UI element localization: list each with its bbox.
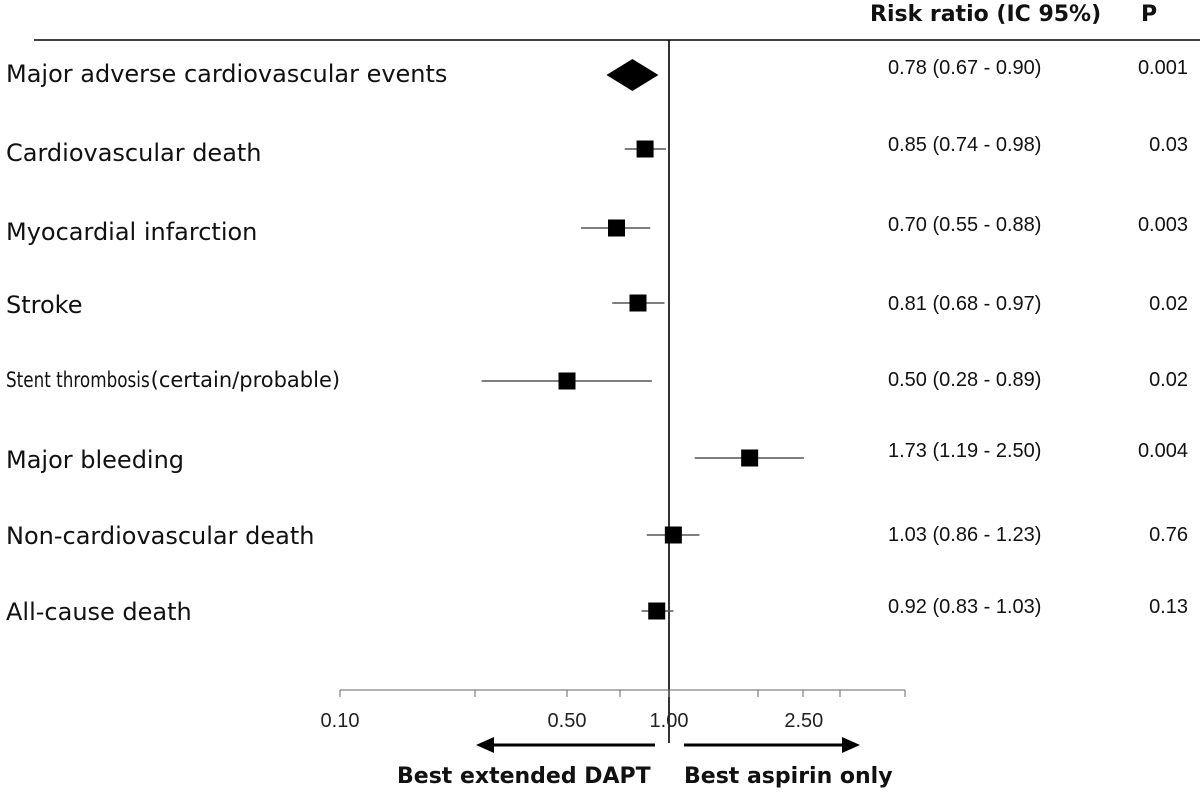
p-value: 0.02	[1149, 293, 1188, 315]
row-label-myocardial-infarction: Myocardial infarction	[6, 218, 258, 246]
row-label-non-cardiovascular-death: Non-cardiovascular death	[6, 522, 315, 550]
p-value: 0.003	[1137, 214, 1188, 236]
x-axis: 0.10 0.50 1.00 2.50	[321, 689, 906, 732]
best-aspirin-only-label: Best aspirin only	[684, 764, 893, 789]
point-estimate-square	[608, 219, 626, 237]
risk-ratio-value: 0.92 (0.83 - 1.03)	[888, 596, 1042, 618]
point-estimate-square	[741, 449, 759, 467]
chart-marks	[481, 59, 804, 620]
risk-ratio-value: 0.70 (0.55 - 0.88)	[888, 214, 1042, 236]
p-value: 0.13	[1149, 596, 1188, 618]
p-value: 0.76	[1149, 524, 1188, 546]
risk-ratio-header: Risk ratio (IC 95%)	[870, 2, 1102, 27]
row-label-stent-thrombosis: Stent thrombosis(certain/probable)	[6, 368, 340, 392]
risk-ratio-value: 1.03 (0.86 - 1.23)	[888, 524, 1042, 546]
left-direction-arrow	[476, 737, 655, 753]
right-direction-arrow	[684, 737, 860, 753]
risk-ratio-value: 0.81 (0.68 - 0.97)	[888, 293, 1042, 315]
p-value: 0.004	[1137, 440, 1188, 462]
p-value: 0.02	[1149, 369, 1188, 391]
x-axis-ticks: 0.10 0.50 1.00 2.50	[321, 690, 906, 732]
x-tick-label: 1.00	[650, 710, 689, 732]
point-estimate-square	[558, 372, 576, 390]
row-label-all-cause-death: All-cause death	[6, 598, 192, 626]
point-estimate-square	[648, 602, 666, 620]
risk-ratio-value: 0.85 (0.74 - 0.98)	[888, 134, 1042, 156]
p-value: 0.03	[1149, 134, 1188, 156]
best-extended-dapt-label: Best extended DAPT	[397, 764, 651, 789]
risk-ratio-value: 0.50 (0.28 - 0.89)	[888, 369, 1042, 391]
risk-ratio-value: 0.78 (0.67 - 0.90)	[888, 57, 1042, 79]
row-label-major-bleeding: Major bleeding	[6, 446, 185, 474]
x-tick-label: 0.50	[548, 710, 587, 732]
point-estimate-square	[664, 526, 682, 544]
x-tick-label: 0.10	[321, 710, 360, 732]
p-value: 0.001	[1137, 57, 1188, 79]
row-label-stroke: Stroke	[6, 291, 83, 319]
p-value-header: P	[1141, 2, 1158, 27]
point-estimate-diamond	[606, 59, 659, 91]
risk-ratio-value: 1.73 (1.19 - 2.50)	[888, 440, 1042, 462]
stent-thrombosis-qualifier: (certain/probable)	[150, 368, 341, 392]
row-label-mace: Major adverse cardiovascular events	[6, 60, 448, 88]
x-tick-label: 2.50	[784, 710, 823, 732]
row-label-cardiovascular-death: Cardiovascular death	[6, 139, 262, 167]
point-estimate-square	[636, 140, 654, 158]
stent-thrombosis-text: Stent thrombosis	[6, 368, 150, 392]
point-estimate-square	[629, 294, 647, 312]
